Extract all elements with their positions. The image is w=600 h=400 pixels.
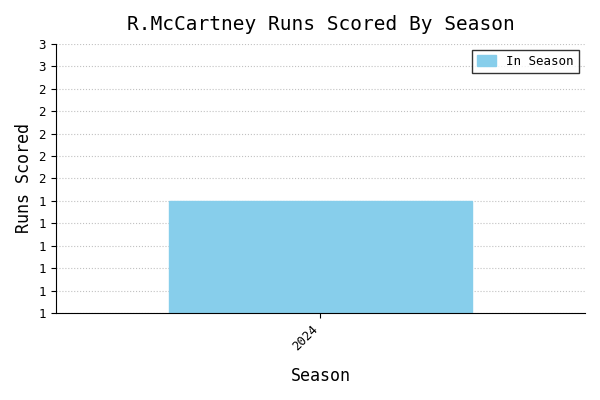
Bar (169, 201, 472, 313)
Legend: In Season: In Season (473, 50, 579, 73)
Y-axis label: Runs Scored: Runs Scored (15, 124, 33, 234)
X-axis label: Season: Season (290, 367, 350, 385)
Title: R.McCartney Runs Scored By Season: R.McCartney Runs Scored By Season (127, 15, 514, 34)
